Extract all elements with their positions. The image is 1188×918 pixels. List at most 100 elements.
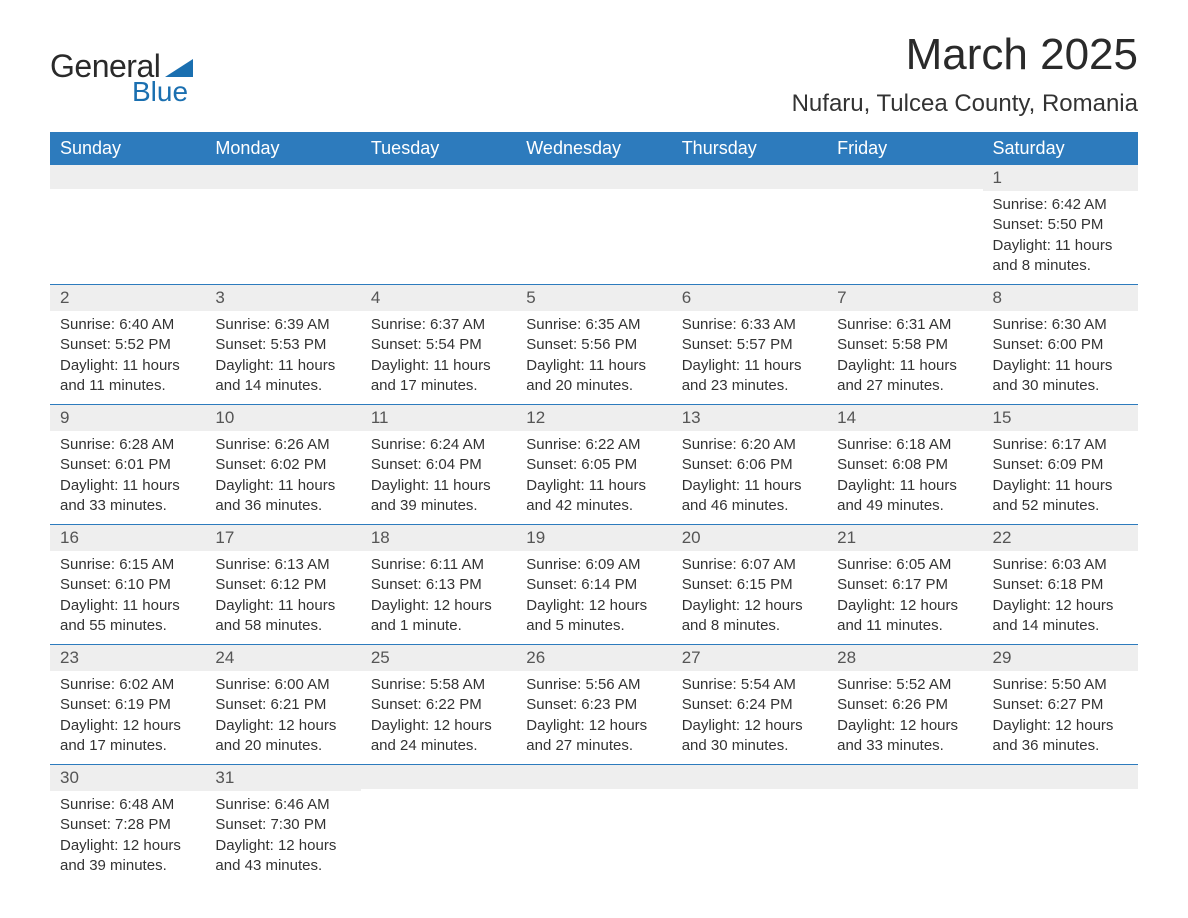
day-sunset: Sunset: 6:13 PM <box>371 575 506 595</box>
day-number <box>672 765 827 789</box>
calendar-day-cell: 15Sunrise: 6:17 AMSunset: 6:09 PMDayligh… <box>983 405 1138 525</box>
day-content <box>827 189 982 209</box>
day-content: Sunrise: 6:13 AMSunset: 6:12 PMDaylight:… <box>205 551 360 644</box>
day-content: Sunrise: 5:58 AMSunset: 6:22 PMDaylight:… <box>361 671 516 764</box>
calendar-day-cell <box>827 165 982 285</box>
day-sunset: Sunset: 6:09 PM <box>993 455 1128 475</box>
day-sunrise: Sunrise: 6:17 AM <box>993 435 1128 455</box>
day-number: 29 <box>983 645 1138 671</box>
day-sunset: Sunset: 5:57 PM <box>682 335 817 355</box>
calendar-day-cell: 31Sunrise: 6:46 AMSunset: 7:30 PMDayligh… <box>205 765 360 885</box>
day-daylight: Daylight: 12 hours and 8 minutes. <box>682 596 817 637</box>
calendar-day-cell <box>361 765 516 885</box>
day-content: Sunrise: 5:56 AMSunset: 6:23 PMDaylight:… <box>516 671 671 764</box>
day-content: Sunrise: 6:05 AMSunset: 6:17 PMDaylight:… <box>827 551 982 644</box>
calendar-day-cell: 21Sunrise: 6:05 AMSunset: 6:17 PMDayligh… <box>827 525 982 645</box>
day-number: 12 <box>516 405 671 431</box>
day-content: Sunrise: 6:22 AMSunset: 6:05 PMDaylight:… <box>516 431 671 524</box>
day-sunrise: Sunrise: 6:00 AM <box>215 675 350 695</box>
weekday-header: Tuesday <box>361 132 516 165</box>
weekday-header-row: SundayMondayTuesdayWednesdayThursdayFrid… <box>50 132 1138 165</box>
weekday-header: Sunday <box>50 132 205 165</box>
day-daylight: Daylight: 11 hours and 20 minutes. <box>526 356 661 397</box>
day-content: Sunrise: 6:24 AMSunset: 6:04 PMDaylight:… <box>361 431 516 524</box>
title-block: March 2025 Nufaru, Tulcea County, Romani… <box>792 30 1138 118</box>
location-subtitle: Nufaru, Tulcea County, Romania <box>792 90 1138 118</box>
calendar-day-cell <box>827 765 982 885</box>
day-sunrise: Sunrise: 6:18 AM <box>837 435 972 455</box>
day-sunset: Sunset: 6:06 PM <box>682 455 817 475</box>
day-sunset: Sunset: 6:19 PM <box>60 695 195 715</box>
calendar-day-cell: 13Sunrise: 6:20 AMSunset: 6:06 PMDayligh… <box>672 405 827 525</box>
day-daylight: Daylight: 11 hours and 36 minutes. <box>215 476 350 517</box>
day-number: 27 <box>672 645 827 671</box>
day-sunset: Sunset: 5:52 PM <box>60 335 195 355</box>
day-number: 14 <box>827 405 982 431</box>
day-daylight: Daylight: 11 hours and 30 minutes. <box>993 356 1128 397</box>
day-number <box>361 765 516 789</box>
day-daylight: Daylight: 12 hours and 43 minutes. <box>215 836 350 877</box>
day-content: Sunrise: 6:42 AMSunset: 5:50 PMDaylight:… <box>983 191 1138 284</box>
day-sunset: Sunset: 7:28 PM <box>60 815 195 835</box>
calendar-day-cell: 24Sunrise: 6:00 AMSunset: 6:21 PMDayligh… <box>205 645 360 765</box>
day-content <box>983 789 1138 809</box>
day-content: Sunrise: 6:48 AMSunset: 7:28 PMDaylight:… <box>50 791 205 884</box>
day-number: 30 <box>50 765 205 791</box>
calendar-day-cell: 8Sunrise: 6:30 AMSunset: 6:00 PMDaylight… <box>983 285 1138 405</box>
day-daylight: Daylight: 11 hours and 39 minutes. <box>371 476 506 517</box>
day-sunrise: Sunrise: 6:26 AM <box>215 435 350 455</box>
day-number <box>672 165 827 189</box>
calendar-week-row: 2Sunrise: 6:40 AMSunset: 5:52 PMDaylight… <box>50 285 1138 405</box>
day-number <box>827 165 982 189</box>
day-number <box>361 165 516 189</box>
day-daylight: Daylight: 11 hours and 23 minutes. <box>682 356 817 397</box>
day-sunset: Sunset: 5:50 PM <box>993 215 1128 235</box>
day-daylight: Daylight: 12 hours and 1 minute. <box>371 596 506 637</box>
day-sunrise: Sunrise: 6:05 AM <box>837 555 972 575</box>
page-header: General Blue March 2025 Nufaru, Tulcea C… <box>50 30 1138 118</box>
day-number: 9 <box>50 405 205 431</box>
day-content: Sunrise: 5:50 AMSunset: 6:27 PMDaylight:… <box>983 671 1138 764</box>
day-sunrise: Sunrise: 6:46 AM <box>215 795 350 815</box>
day-number <box>205 165 360 189</box>
month-title: March 2025 <box>792 30 1138 80</box>
day-number <box>827 765 982 789</box>
day-sunrise: Sunrise: 6:42 AM <box>993 195 1128 215</box>
day-number <box>983 765 1138 789</box>
day-content <box>205 189 360 209</box>
day-daylight: Daylight: 11 hours and 46 minutes. <box>682 476 817 517</box>
weekday-header: Friday <box>827 132 982 165</box>
day-number: 18 <box>361 525 516 551</box>
day-number: 3 <box>205 285 360 311</box>
calendar-day-cell: 7Sunrise: 6:31 AMSunset: 5:58 PMDaylight… <box>827 285 982 405</box>
day-sunset: Sunset: 6:24 PM <box>682 695 817 715</box>
day-sunrise: Sunrise: 6:24 AM <box>371 435 506 455</box>
calendar-day-cell: 6Sunrise: 6:33 AMSunset: 5:57 PMDaylight… <box>672 285 827 405</box>
weekday-header: Thursday <box>672 132 827 165</box>
calendar-day-cell: 1Sunrise: 6:42 AMSunset: 5:50 PMDaylight… <box>983 165 1138 285</box>
day-daylight: Daylight: 11 hours and 49 minutes. <box>837 476 972 517</box>
day-content <box>516 789 671 809</box>
calendar-body: 1Sunrise: 6:42 AMSunset: 5:50 PMDaylight… <box>50 165 1138 884</box>
calendar-day-cell <box>672 165 827 285</box>
calendar-day-cell: 14Sunrise: 6:18 AMSunset: 6:08 PMDayligh… <box>827 405 982 525</box>
day-daylight: Daylight: 12 hours and 27 minutes. <box>526 716 661 757</box>
day-content: Sunrise: 6:40 AMSunset: 5:52 PMDaylight:… <box>50 311 205 404</box>
day-content: Sunrise: 6:03 AMSunset: 6:18 PMDaylight:… <box>983 551 1138 644</box>
calendar-day-cell: 27Sunrise: 5:54 AMSunset: 6:24 PMDayligh… <box>672 645 827 765</box>
calendar-day-cell: 11Sunrise: 6:24 AMSunset: 6:04 PMDayligh… <box>361 405 516 525</box>
day-content: Sunrise: 5:52 AMSunset: 6:26 PMDaylight:… <box>827 671 982 764</box>
day-content <box>672 189 827 209</box>
day-content <box>50 189 205 209</box>
day-daylight: Daylight: 12 hours and 14 minutes. <box>993 596 1128 637</box>
day-daylight: Daylight: 11 hours and 17 minutes. <box>371 356 506 397</box>
day-sunrise: Sunrise: 6:11 AM <box>371 555 506 575</box>
day-sunrise: Sunrise: 6:28 AM <box>60 435 195 455</box>
day-number: 10 <box>205 405 360 431</box>
day-daylight: Daylight: 11 hours and 14 minutes. <box>215 356 350 397</box>
calendar-day-cell <box>516 765 671 885</box>
day-content <box>361 189 516 209</box>
day-number: 31 <box>205 765 360 791</box>
calendar-day-cell: 17Sunrise: 6:13 AMSunset: 6:12 PMDayligh… <box>205 525 360 645</box>
day-sunrise: Sunrise: 5:56 AM <box>526 675 661 695</box>
